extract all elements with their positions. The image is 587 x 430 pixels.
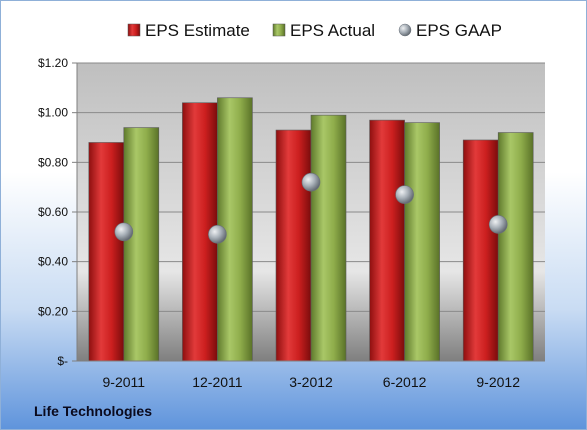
marker-eps-gaap	[208, 225, 227, 244]
y-tick-label: $0.20	[38, 304, 68, 318]
x-tick-label: 9-2011	[103, 374, 146, 390]
bar-eps-estimate	[88, 142, 125, 362]
marker-eps-gaap	[488, 215, 508, 234]
bar-eps-actual	[404, 122, 440, 362]
bar-eps-estimate	[369, 119, 405, 362]
y-tick-label: $1.20	[38, 56, 68, 70]
bars	[88, 97, 534, 362]
bar-eps-actual	[310, 114, 347, 362]
company-name: Life Technologies	[34, 403, 152, 419]
legend-swatch	[398, 23, 412, 37]
x-tick-label: 3-2012	[289, 374, 333, 390]
legend-swatch	[272, 23, 286, 37]
y-tick-label: $0.60	[38, 205, 68, 219]
legend-swatch	[127, 23, 141, 37]
marker-eps-gaap	[114, 222, 134, 242]
legend-label: EPS Estimate	[145, 21, 250, 40]
legend-label: EPS GAAP	[416, 21, 502, 40]
marker-eps-gaap	[395, 185, 414, 204]
y-axis: $- $0.20 $0.40 $0.60 $0.80 $1.00 $1.20	[38, 56, 78, 368]
marker-eps-gaap	[301, 172, 321, 192]
bar-eps-estimate	[462, 139, 499, 362]
legend: EPS Estimate EPS Actual EPS GAAP	[127, 21, 502, 40]
bar-eps-actual	[123, 127, 160, 362]
x-tick-label: 6-2012	[383, 374, 427, 390]
x-tick-label: 12-2011	[192, 374, 243, 390]
y-tick-label: $0.40	[38, 255, 68, 269]
x-tick-label: 9-2012	[476, 374, 520, 390]
legend-label: EPS Actual	[290, 21, 375, 40]
bar-eps-actual	[497, 132, 534, 362]
y-tick-label: $1.00	[38, 106, 68, 120]
y-tick-label: $0.80	[38, 155, 68, 169]
x-axis: 9-2011 12-2011 3-2012 6-2012 9-2012	[77, 360, 545, 390]
bar-eps-estimate	[275, 129, 312, 362]
gaap-markers	[114, 172, 508, 244]
y-tick-label: $-	[57, 354, 68, 368]
